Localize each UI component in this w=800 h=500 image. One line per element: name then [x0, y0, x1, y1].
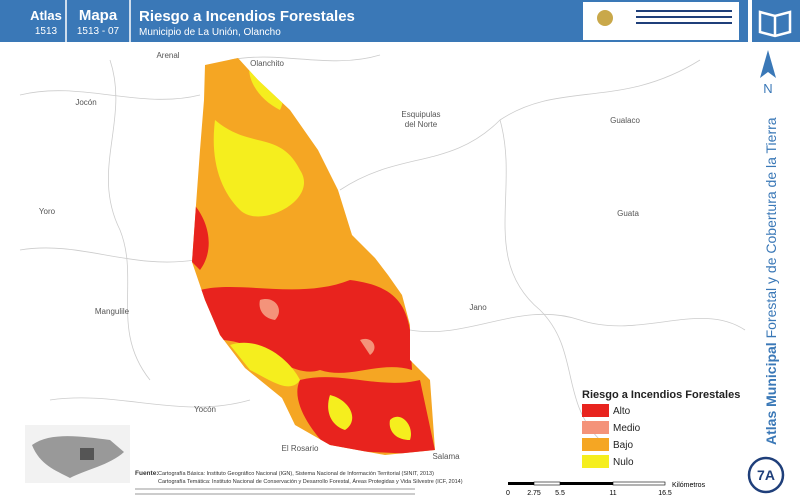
- side-title-rest: Forestal y de Cobertura de la Tierra: [763, 117, 779, 342]
- place-label: Jocón: [75, 98, 96, 107]
- fine-print: [135, 488, 415, 490]
- source-label: Fuente:: [135, 470, 158, 477]
- logo-text: [636, 10, 732, 12]
- map-label: Mapa: [79, 7, 118, 24]
- place-label: Yocón: [194, 405, 216, 414]
- logo-emblem: [597, 10, 613, 26]
- place-label: Mangulile: [95, 307, 130, 316]
- scale-label: 5.5: [555, 490, 565, 497]
- risk-zone: [230, 342, 411, 440]
- map-title: Riesgo a Incendios Forestales: [139, 8, 355, 25]
- scale-label: 16.5: [658, 490, 672, 497]
- place-label: Arenal: [156, 51, 179, 60]
- scale-label: 0: [506, 490, 510, 497]
- fine-print: [135, 493, 415, 495]
- inset-country: [32, 436, 124, 478]
- scale-unit: Kilómetros: [672, 482, 706, 489]
- legend-swatch: [582, 455, 609, 468]
- map-number: 1513 - 07: [77, 26, 120, 37]
- logo-text: [636, 16, 732, 18]
- atlas-label: Atlas: [30, 8, 62, 23]
- inset-highlight: [80, 448, 94, 460]
- scale-segment: [612, 481, 666, 486]
- legend-label: Alto: [613, 406, 631, 417]
- badge: [747, 456, 785, 494]
- source-line: Cartografía Básica: Instituto Geográfico…: [158, 471, 434, 477]
- legend-swatch: [582, 421, 609, 434]
- legend: Alto Medio Bajo Nulo: [582, 404, 641, 468]
- place-label: Esquipulas: [401, 110, 440, 119]
- scale-bar: [508, 481, 666, 486]
- book-icon: [758, 10, 792, 38]
- place-label: del Norte: [405, 120, 438, 129]
- legend-label: Medio: [613, 423, 641, 434]
- boundaries: [19, 54, 746, 441]
- scale-segment: [533, 481, 561, 486]
- source-line: Cartografía Temática: Instituto Nacional…: [158, 478, 463, 485]
- north-arrow: [760, 50, 776, 78]
- place-label: Salama: [432, 452, 460, 461]
- place-label: Yoro: [39, 207, 56, 216]
- scale-label: 11: [609, 490, 616, 497]
- atlas-number: 1513: [35, 26, 58, 37]
- place-label: El Rosario: [282, 444, 319, 453]
- risk-zone: [192, 200, 435, 455]
- place-label: Jano: [469, 303, 487, 312]
- legend-title: Riesgo a Incendios Forestales: [582, 389, 740, 401]
- north-label: N: [763, 81, 772, 96]
- place-label: Guata: [617, 209, 639, 218]
- legend-swatch: [582, 404, 609, 417]
- badge-label: 7A: [757, 467, 775, 483]
- place-label: Gualaco: [610, 116, 640, 125]
- scale-segment: [560, 482, 613, 485]
- legend-label: Nulo: [613, 457, 634, 468]
- scale-segment: [508, 482, 534, 485]
- logo-text: [636, 22, 732, 24]
- scale-label: 2.75: [527, 490, 541, 497]
- side-title-bold: Atlas Municipal: [763, 342, 779, 445]
- map-subtitle: Municipio de La Unión, Olancho: [139, 27, 281, 38]
- risk-zone: [259, 299, 375, 355]
- place-label: Olanchito: [250, 59, 284, 68]
- legend-swatch: [582, 438, 609, 451]
- legend-label: Bajo: [613, 440, 633, 451]
- side-title: Atlas Municipal Forestal y de Cobertura …: [763, 117, 779, 445]
